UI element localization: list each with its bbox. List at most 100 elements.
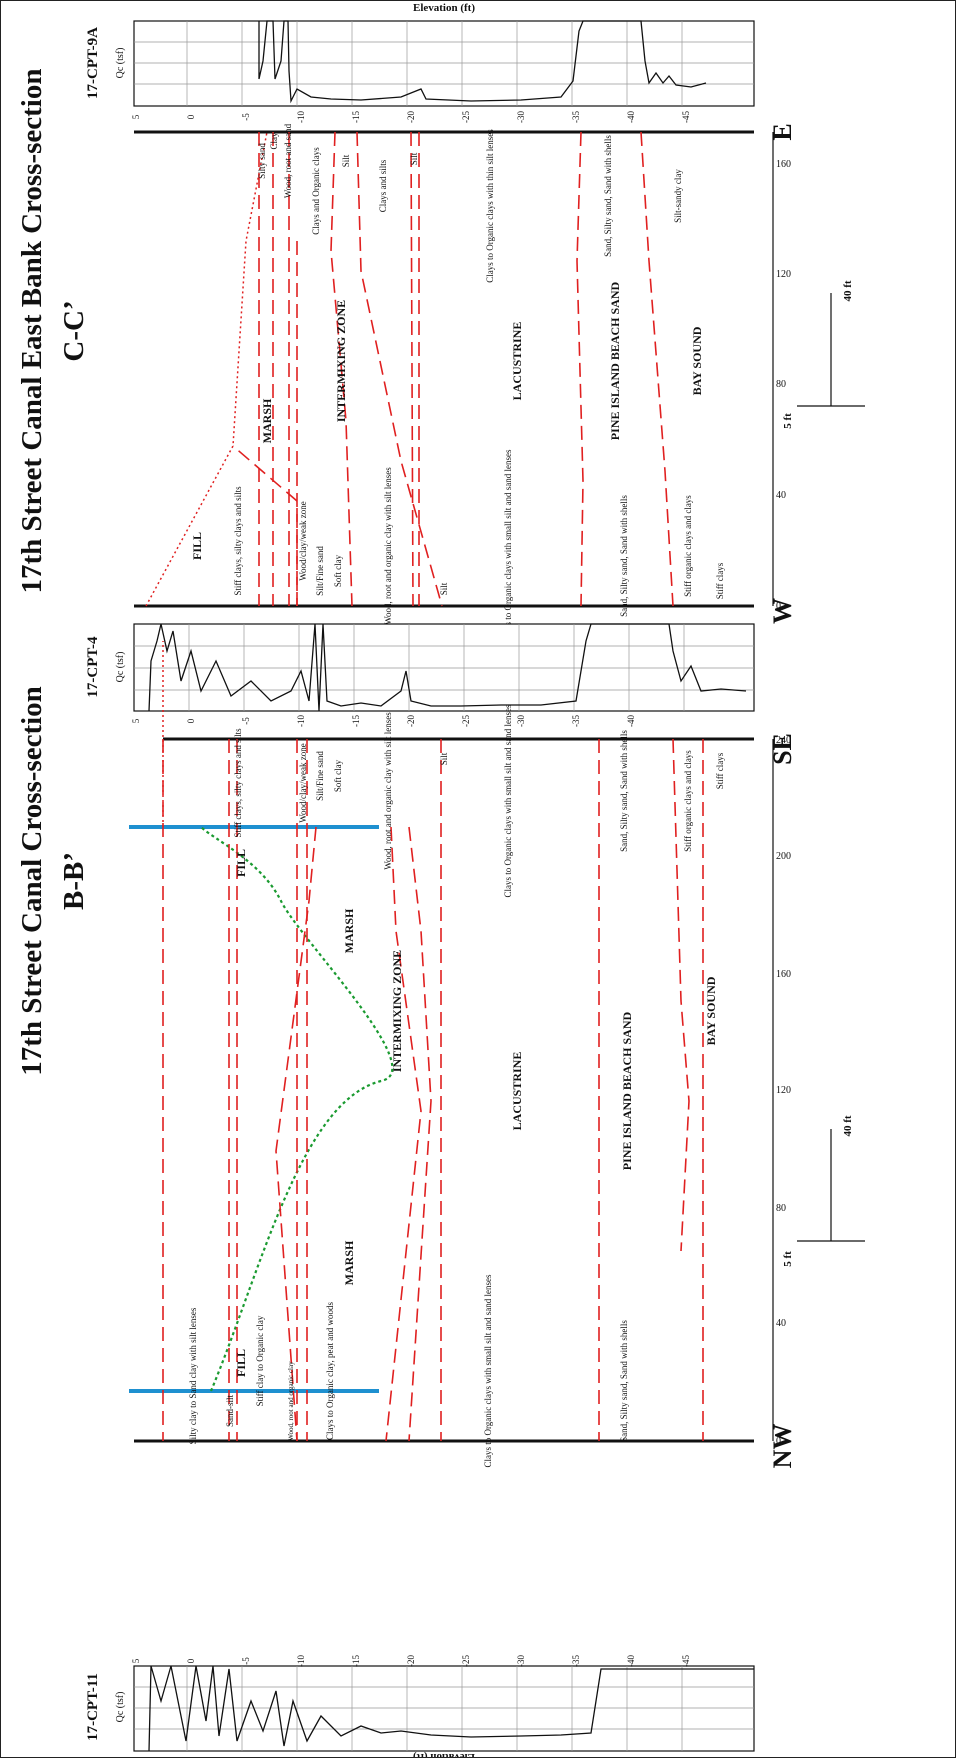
svg-text:160: 160 xyxy=(776,159,791,170)
svg-text:120: 120 xyxy=(776,1085,791,1096)
cc-e-label-9: Silt-sandy clay xyxy=(673,169,683,223)
cpt-4-label: 17-CPT-4 xyxy=(85,636,101,698)
unit-fill-cc: FILL xyxy=(190,532,204,560)
elev-tick-label: -30 xyxy=(516,111,526,123)
elevation-tick-labels: 5 0 -5 -10 -15 -20 -25 -30 -35 -40 -45 5 0 -5 -10 -15 -2… xyxy=(131,111,691,1667)
elev-tick-label: -30 xyxy=(516,1655,526,1667)
cpt-11-qc-label: Qc (tsf) xyxy=(115,1692,126,1723)
bb-se-label-7: Sand, Silty sand, Sand with shells xyxy=(619,730,629,852)
elev-tick-label: -40 xyxy=(626,111,636,123)
unit-marsh-cc: MARSH xyxy=(260,398,274,443)
subtitle-bb: B-B’ xyxy=(58,852,90,910)
title-cc: 17th Street Canal East Bank Cross-sectio… xyxy=(16,69,48,594)
cpt-11-label: 17-CPT-11 xyxy=(85,1673,101,1741)
cc-e-label-7: Clays to Organic clays with thin silt le… xyxy=(485,129,495,283)
svg-text:0: 0 xyxy=(776,601,781,612)
bb-nw-label-0: Silty clay to Sand clay with silt lenses xyxy=(188,1307,198,1444)
bb-se-label-8: Stiff organic clays and clays xyxy=(683,750,693,852)
cpt-4-panel: 17-CPT-4 Qc (tsf) xyxy=(85,623,755,712)
cc-w-label-6: Clays to Organic clays with small silt a… xyxy=(503,449,513,643)
elev-tick-label: -35 xyxy=(571,111,581,123)
cc-e-label-4: Silt xyxy=(341,154,351,167)
bb-scale-h: 40 ft xyxy=(842,1115,854,1136)
cc-w-label-9: Stiff clays xyxy=(715,562,725,599)
elev-tick-label: -35 xyxy=(571,1655,581,1667)
bb-se-label-6: Clays to Organic clays with small silt a… xyxy=(503,704,513,898)
unit-fill-bb-nw: FILL xyxy=(234,1349,248,1377)
cc-w-label-3: Soft clay xyxy=(333,554,343,587)
cc-w-label-0: Stiff clays, silty clays and silts xyxy=(233,486,243,596)
elev-tick-label: 0 xyxy=(186,718,196,723)
unit-marsh-bb-nw: MARSH xyxy=(342,1240,356,1285)
cc-w-label-2: Silt/Fine sand xyxy=(315,546,325,596)
unit-baysound-bb: BAY SOUND xyxy=(704,976,718,1045)
elev-tick-label: -15 xyxy=(351,715,361,727)
bb-nw-label-4: Clays to Organic clay, peat and woods xyxy=(325,1302,335,1440)
elev-tick-label: 5 xyxy=(131,114,141,119)
subtitle-cc: C-C’ xyxy=(58,300,90,361)
elev-tick-label: -10 xyxy=(296,111,306,123)
bb-se-label-0: Stiff clays, silty clays and silts xyxy=(233,728,243,838)
cc-w-label-5: Silt xyxy=(439,582,449,595)
cpt-11-panel: 17-CPT-11 Qc (tsf) Elevation (ft) xyxy=(85,1665,755,1758)
bb-dir-nw: NW xyxy=(768,1424,797,1469)
bb-se-label-5: Silt xyxy=(439,752,449,765)
cc-e-label-5: Clays and silts xyxy=(378,159,388,212)
elev-tick-label: -15 xyxy=(351,111,361,123)
elev-tick-label: -10 xyxy=(296,1655,306,1667)
cc-scale-v: 5 ft xyxy=(782,413,794,429)
cc-dir-w: W xyxy=(768,598,797,624)
bb-nw-label-6: Sand, Silty sand, Sand with shells xyxy=(619,1320,629,1442)
bb-se-label-2: Silt/Fine sand xyxy=(315,751,325,801)
cc-section: 0 40 80 120 160 MARSH INTERMIXING ZONE LACUS… xyxy=(134,123,865,643)
svg-text:40: 40 xyxy=(776,1318,786,1329)
elev-tick-label: -45 xyxy=(681,111,691,123)
svg-text:240: 240 xyxy=(776,735,791,746)
elev-tick-label: -25 xyxy=(461,111,471,123)
svg-text:80: 80 xyxy=(776,379,786,390)
elev-tick-label: -5 xyxy=(241,1657,251,1665)
elev-tick-label: 0 xyxy=(186,1658,196,1663)
bb-scale-v: 5 ft xyxy=(782,1251,794,1267)
svg-text:40: 40 xyxy=(776,490,786,501)
cc-scale-h: 40 ft xyxy=(842,280,854,301)
elev-tick-label: -45 xyxy=(681,1655,691,1667)
cc-w-label-8: Stiff organic clays and clays xyxy=(683,495,693,597)
cc-dir-e: E xyxy=(768,123,797,140)
cpt-9a-elev-label: Elevation (ft) xyxy=(413,2,475,14)
unit-intermix-cc: INTERMIXING ZONE xyxy=(334,300,348,422)
elev-tick-label: -20 xyxy=(406,715,416,727)
elev-tick-label: -20 xyxy=(406,111,416,123)
bb-se-label-1: Wood/clay/weak zone xyxy=(298,743,308,823)
unit-pineisland-cc: PINE ISLAND BEACH SAND xyxy=(608,281,622,440)
unit-lacustrine-bb: LACUSTRINE xyxy=(510,1052,524,1131)
svg-text:160: 160 xyxy=(776,969,791,980)
cpt-9a-panel: 17-CPT-9A Qc (tsf) Elevation (ft) xyxy=(85,2,755,107)
unit-lacustrine-cc: LACUSTRINE xyxy=(510,322,524,401)
bb-dir-se: SE xyxy=(768,733,797,765)
bb-nw-label-3: Wood, root and organic clay xyxy=(287,1361,295,1441)
elev-tick-label: -30 xyxy=(516,715,526,727)
cc-e-label-1: Clay xyxy=(269,132,279,149)
unit-marsh-bb-se: MARSH xyxy=(342,908,356,953)
bb-nw-label-2: Stiff clay to Organic clay xyxy=(255,1315,265,1406)
cc-e-label-3: Clays and Organic clays xyxy=(311,147,321,235)
cc-e-label-2: Wood, root and sand xyxy=(283,123,293,198)
bb-nw-label-1: Sand-silt xyxy=(225,1395,235,1428)
bb-section: 0 40 80 120 160 200 240 FILL MARSH INTERMIXING… xyxy=(129,641,865,1468)
elev-tick-label: -40 xyxy=(626,1655,636,1667)
elev-tick-label: 0 xyxy=(186,114,196,119)
svg-text:120: 120 xyxy=(776,269,791,280)
elev-tick-label: -25 xyxy=(461,715,471,727)
elev-tick-label: 5 xyxy=(131,718,141,723)
elev-tick-label: -15 xyxy=(351,1655,361,1667)
bb-se-label-4: Wood, root and organic clay with silt le… xyxy=(383,712,393,870)
unit-pineisland-bb: PINE ISLAND BEACH SAND xyxy=(620,1011,634,1170)
cc-w-label-1: Wood/clay/weak zone xyxy=(298,501,308,581)
elev-tick-label: -25 xyxy=(461,1655,471,1667)
elev-tick-label: -5 xyxy=(241,113,251,121)
bb-se-label-9: Stiff clays xyxy=(715,752,725,789)
cpt-11-elev-label: Elevation (ft) xyxy=(413,1751,475,1758)
cc-e-label-6: Silt xyxy=(409,152,419,165)
